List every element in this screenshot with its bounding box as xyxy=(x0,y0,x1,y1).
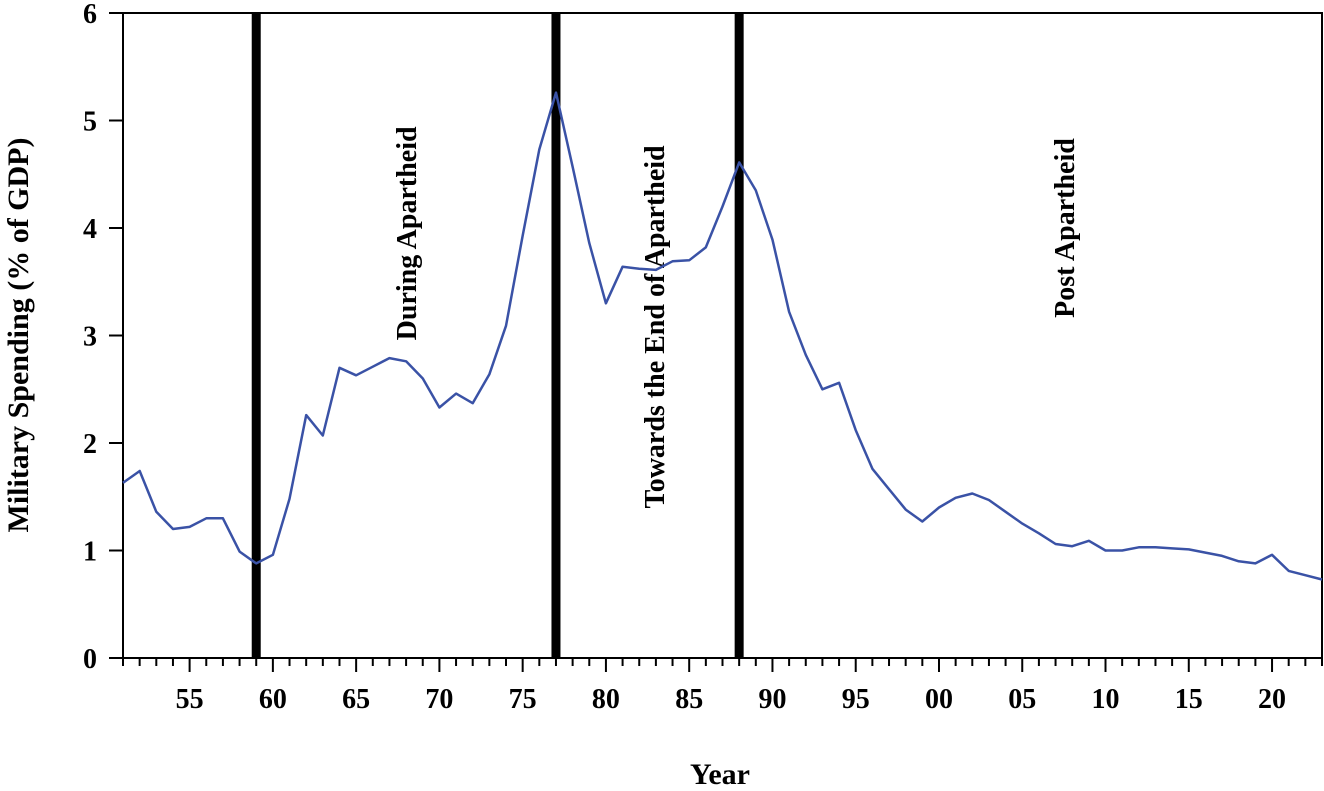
x-axis: 55 60 65 70 75 80 85 90 95 00 05 10 15 20 xyxy=(109,657,1323,715)
y-tick-label: 4 xyxy=(83,214,97,245)
plot-frame xyxy=(122,12,1323,659)
x-tick-label: 80 xyxy=(592,684,620,715)
x-tick-label: 70 xyxy=(425,684,453,715)
x-tick-label: 15 xyxy=(1175,684,1203,715)
period-divider-line xyxy=(251,13,261,658)
x-tick-label: 05 xyxy=(1008,684,1036,715)
x-tick-label: 90 xyxy=(758,684,786,715)
y-tick-label: 3 xyxy=(83,322,97,353)
period-label: Towards the End of Apartheid xyxy=(640,145,671,508)
x-tick-label: 95 xyxy=(842,684,870,715)
x-tick-label: 60 xyxy=(259,684,287,715)
x-tick-label: 10 xyxy=(1092,684,1120,715)
y-tick-label: 6 xyxy=(83,0,97,30)
period-label: During Apartheid xyxy=(392,126,423,340)
x-tick-label: 20 xyxy=(1258,684,1286,715)
y-tick-label: 1 xyxy=(83,537,97,568)
x-axis-title: Year xyxy=(690,758,750,786)
x-tick-label: 75 xyxy=(509,684,537,715)
y-tick-label: 0 xyxy=(83,644,97,675)
y-tick-label: 5 xyxy=(83,107,97,138)
x-tick-label: 00 xyxy=(925,684,953,715)
y-axis: 0 1 2 3 4 5 6 xyxy=(83,0,123,675)
y-tick-label: 2 xyxy=(83,429,97,460)
period-divider-line xyxy=(734,13,744,658)
period-annotations: During Apartheid Towards the End of Apart… xyxy=(392,126,1081,508)
y-axis-title: Military Spending (% of GDP) xyxy=(2,138,35,533)
period-divider-line xyxy=(551,13,561,658)
x-tick-label: 55 xyxy=(176,684,204,715)
x-tick-label: 85 xyxy=(675,684,703,715)
period-dividers xyxy=(251,13,744,658)
period-label: Post Apartheid xyxy=(1050,138,1081,318)
x-tick-label: 65 xyxy=(342,684,370,715)
data-line xyxy=(122,91,1323,581)
